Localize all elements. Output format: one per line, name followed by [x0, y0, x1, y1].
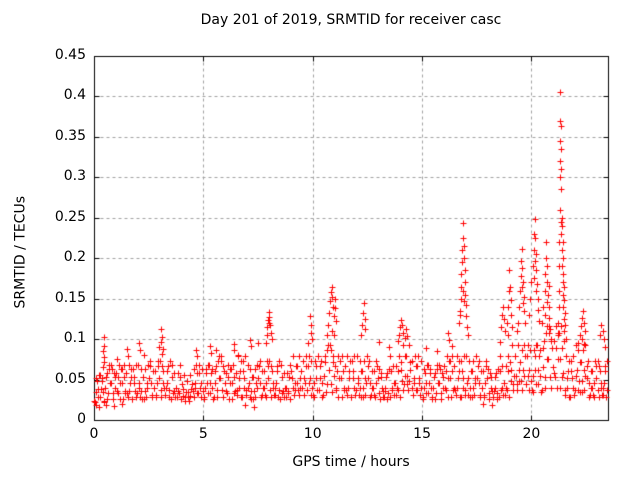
x-tick-label: 10 — [303, 426, 322, 442]
x-tick-label: 5 — [198, 426, 208, 442]
x-axis-label: GPS time / hours — [292, 454, 410, 470]
y-tick-label: 0.25 — [54, 208, 86, 225]
y-tick-label: 0.35 — [54, 127, 86, 144]
y-tick-label: 0.4 — [63, 87, 86, 104]
x-tick-label: 15 — [413, 426, 431, 442]
y-tick-label: 0.05 — [54, 370, 86, 387]
y-tick-label: 0.45 — [54, 47, 86, 63]
y-tick-label: 0.15 — [54, 289, 86, 306]
x-tick-label: 20 — [522, 426, 541, 442]
y-tick-label: 0.1 — [63, 330, 86, 347]
chart-title: Day 201 of 2019, SRMTID for receiver cas… — [200, 12, 502, 28]
y-tick-label: 0.2 — [63, 249, 86, 266]
y-tick-label: 0 — [77, 411, 86, 427]
x-tick-label: 0 — [89, 426, 99, 442]
y-tick-label: 0.3 — [63, 168, 86, 185]
